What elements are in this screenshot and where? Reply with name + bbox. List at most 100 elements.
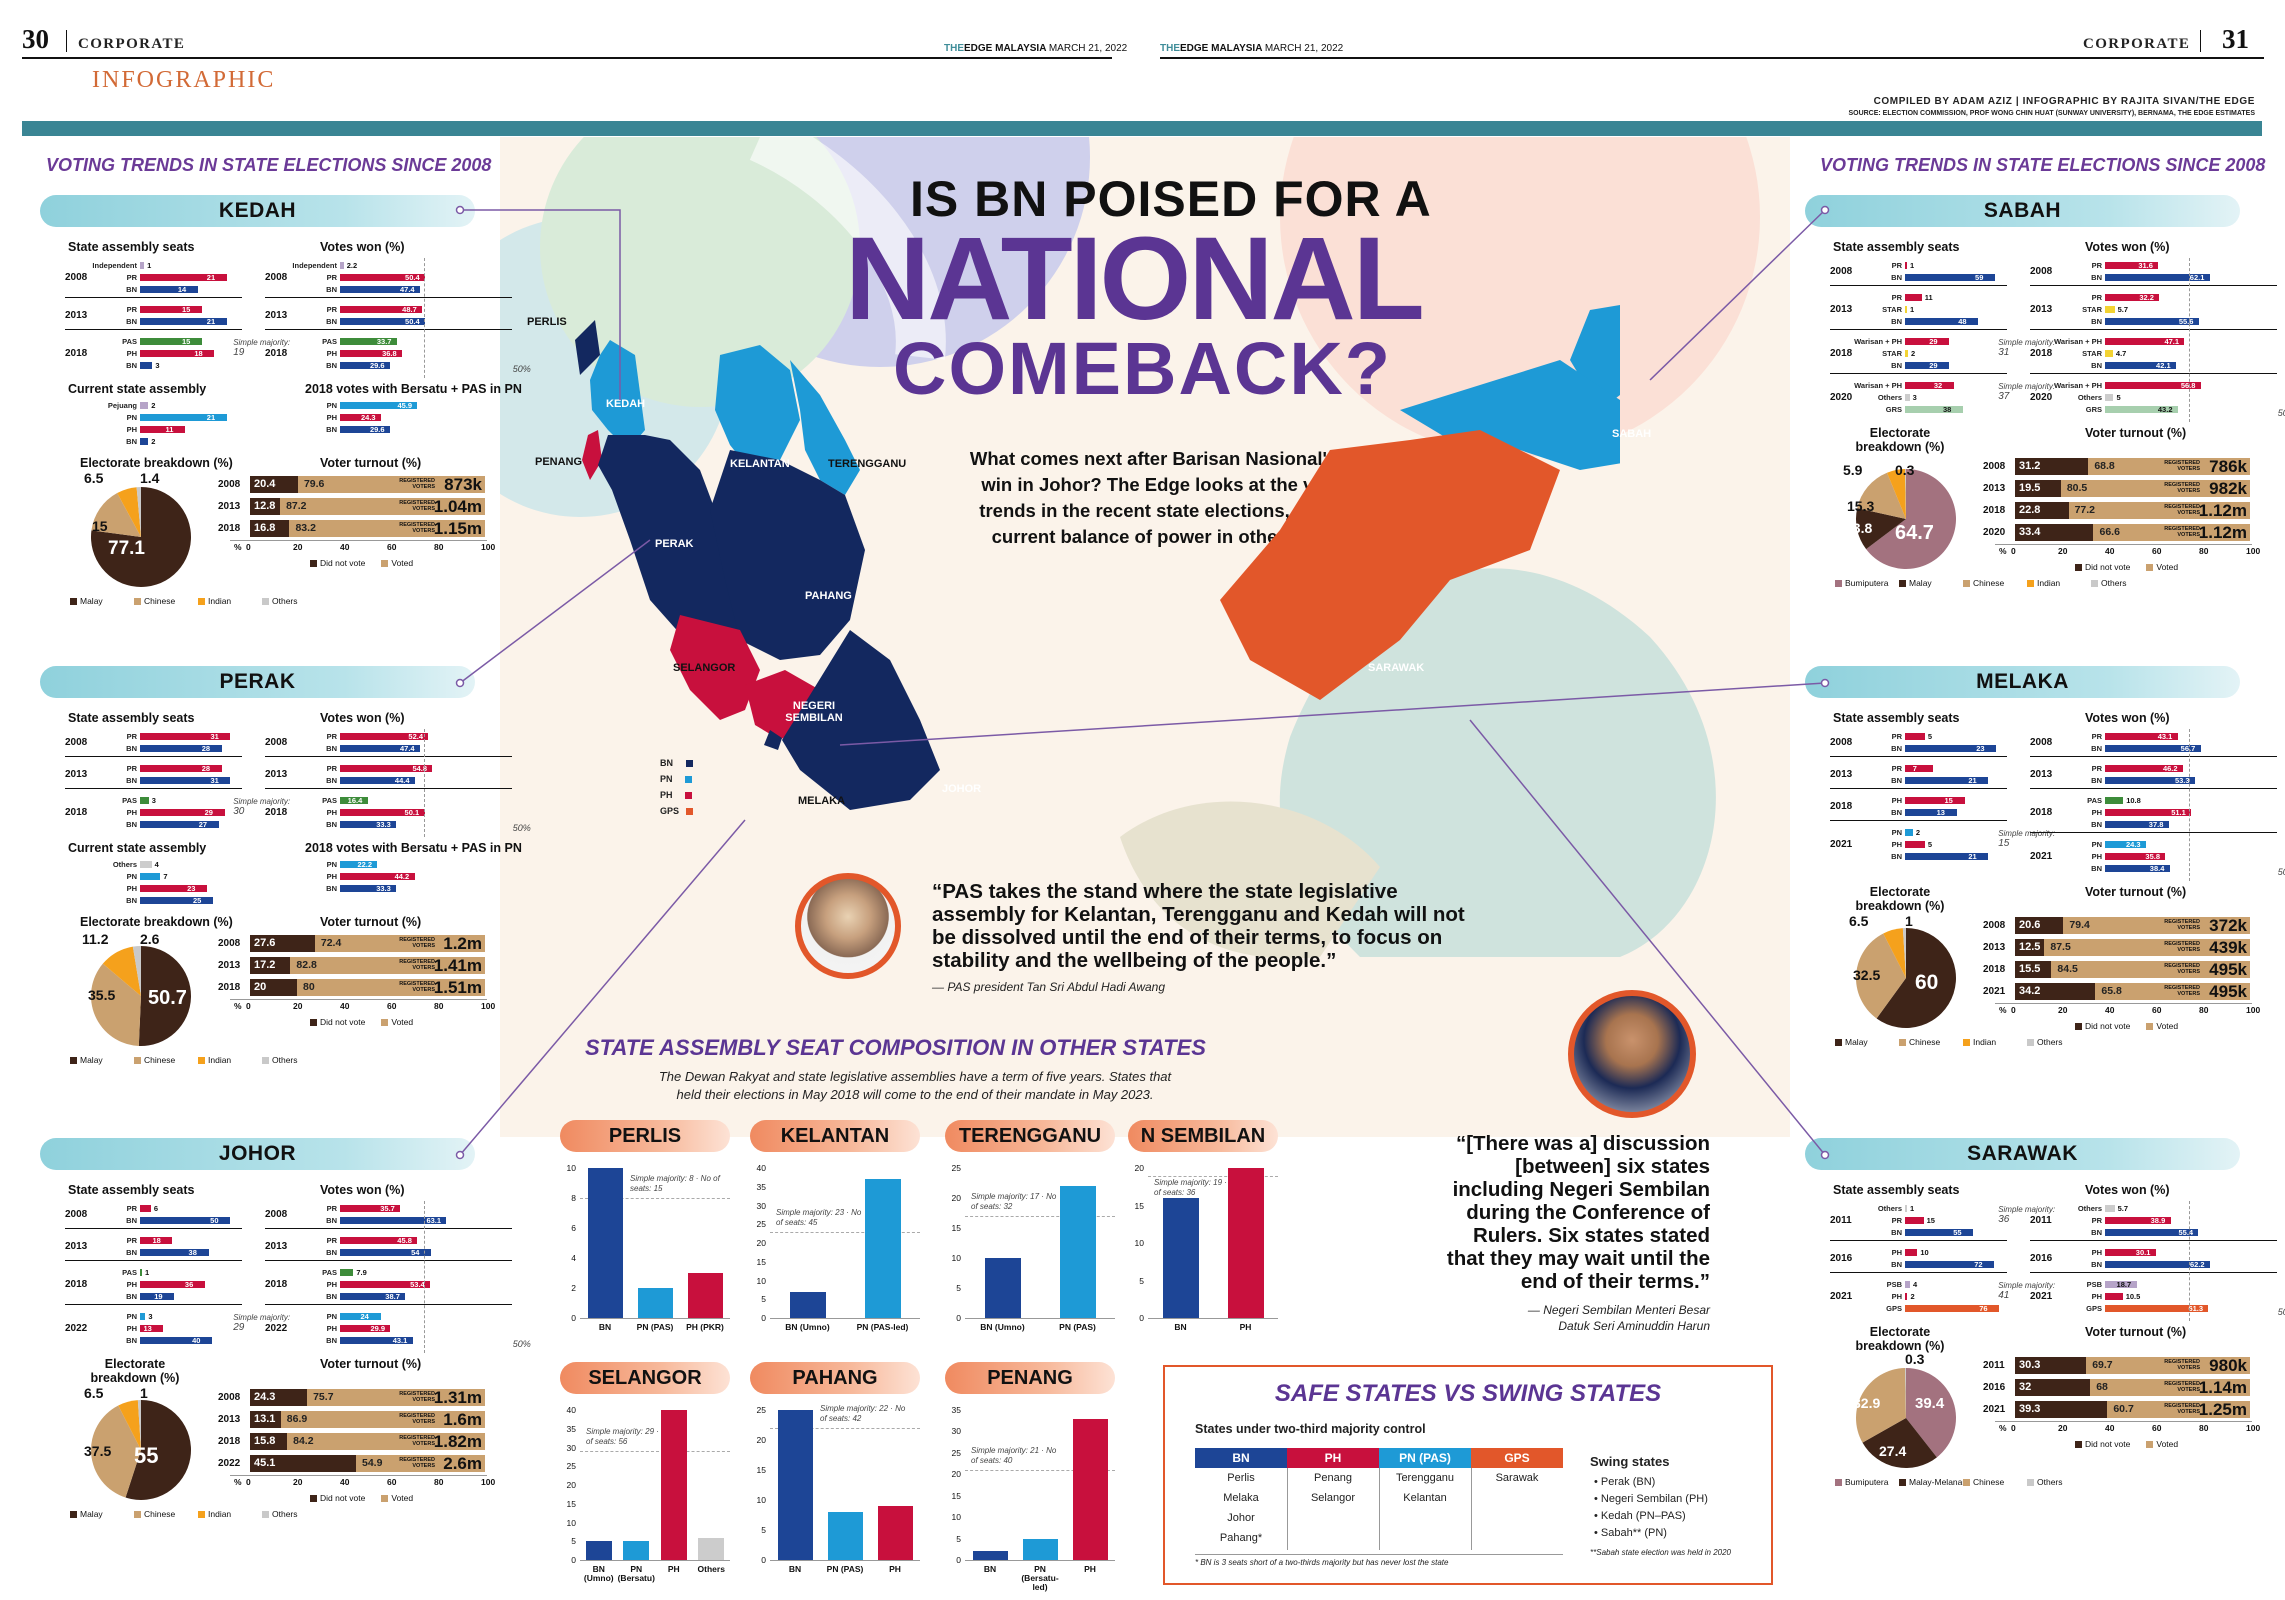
bar-value: 35.8 bbox=[2145, 852, 2161, 861]
axis-tick: 0 bbox=[246, 542, 251, 552]
seat-row: BN 28 bbox=[126, 743, 239, 754]
bar-party-label: BN bbox=[126, 361, 137, 370]
bar-value: 48 bbox=[1958, 317, 1967, 326]
map-label-kedah: KEDAH bbox=[606, 398, 646, 410]
swatch bbox=[310, 1495, 317, 1503]
bar-fill bbox=[340, 1269, 354, 1276]
bar-fill bbox=[1905, 809, 1957, 816]
x-category-label: PN (PAS-led) bbox=[856, 1322, 909, 1332]
group-divider bbox=[265, 1260, 512, 1262]
turnout-year: 2021 bbox=[1983, 986, 2006, 997]
simple-majority-label: Simple majority: bbox=[233, 797, 291, 806]
registered-voters-label: REGISTERED VOTERS bbox=[2164, 963, 2200, 975]
bar-party-label: PAS bbox=[122, 337, 137, 346]
swatch bbox=[198, 1511, 205, 1519]
turnout-year: 2020 bbox=[1983, 527, 2006, 538]
y-tick: 0 bbox=[1139, 1313, 1144, 1323]
legend-item: Voted bbox=[381, 1017, 413, 1027]
voted-value: 68.8 bbox=[2094, 460, 2115, 472]
turnout-year: 2021 bbox=[1983, 1404, 2006, 1415]
pie-slice-indian bbox=[118, 1400, 141, 1450]
composition-title: STATE ASSEMBLY SEAT COMPOSITION IN OTHER… bbox=[585, 1035, 1206, 1060]
bar-value: 33.3 bbox=[376, 820, 391, 829]
bar-value: 28 bbox=[201, 744, 211, 753]
majority-line bbox=[965, 1470, 1115, 1471]
axis-tick: 20 bbox=[2058, 1005, 2068, 1015]
bar-value: 13 bbox=[143, 1324, 152, 1333]
seat-row: PR 11 bbox=[1892, 292, 2004, 303]
year-label: 2008 bbox=[1830, 266, 1853, 277]
bar-value: 33.3 bbox=[376, 884, 391, 893]
turnout-bar: 27.6 72.4 REGISTERED VOTERS 1.2m bbox=[250, 935, 485, 952]
axis-tick: 20 bbox=[293, 542, 303, 552]
safe-state: Penang bbox=[1314, 1472, 1352, 1484]
bar-fill bbox=[340, 861, 378, 868]
year-label: 2018 bbox=[65, 1279, 88, 1290]
bar-value: 4.7 bbox=[2115, 349, 2127, 358]
bar-value: 61.3 bbox=[2188, 1304, 2204, 1313]
legend-item: Malay bbox=[70, 596, 134, 607]
left-section-title: VOTING TRENDS IN STATE ELECTIONS SINCE 2… bbox=[46, 155, 492, 175]
registered-voters-value: 1.6m bbox=[443, 1410, 482, 1429]
did-not-vote-value: 22.8 bbox=[2015, 502, 2069, 519]
current-row: PH 11 bbox=[127, 424, 239, 435]
seat-row: PAS 10.8 bbox=[2087, 795, 2274, 806]
bar-fill bbox=[340, 745, 420, 752]
swatch bbox=[1963, 580, 1970, 588]
seat-row: BN 38 bbox=[126, 1247, 239, 1258]
bar-party-label: BN bbox=[326, 1336, 337, 1345]
bar-value: 33.7 bbox=[376, 337, 392, 346]
chart-baseline bbox=[965, 1560, 1115, 1561]
seat-row: BN 21 bbox=[1891, 775, 2004, 786]
swatch bbox=[2146, 564, 2154, 572]
bar-value: 29 bbox=[1929, 337, 1938, 346]
y-tick: 20 bbox=[951, 1469, 961, 1480]
bar-fill bbox=[340, 306, 423, 313]
bar-party-label: PH bbox=[126, 425, 137, 434]
safe-col-header: GPS bbox=[1471, 1448, 1563, 1468]
composition-bar bbox=[698, 1537, 725, 1560]
legend-did: Did not vote bbox=[2085, 1439, 2131, 1449]
legend-item: Did not vote bbox=[310, 1017, 365, 1027]
bar-party-label: PH bbox=[1891, 796, 1902, 805]
voted-value: 79.6 bbox=[303, 478, 325, 490]
turnout-year: 2016 bbox=[1983, 1382, 2006, 1393]
did-not-vote-value: 19.5 bbox=[2015, 480, 2061, 497]
bar-fill bbox=[140, 765, 222, 772]
chart-baseline bbox=[580, 1318, 730, 1319]
bar-fill bbox=[2105, 765, 2183, 772]
legend-item: Others bbox=[2027, 1037, 2091, 1048]
seat-row: GPS 76 bbox=[1886, 1303, 2004, 1314]
bar-value: 1 bbox=[1910, 261, 1915, 270]
registered-voters-label: REGISTERED VOTERS bbox=[2164, 526, 2200, 538]
swatch bbox=[70, 1511, 77, 1519]
bar-value: 55.6 bbox=[2178, 317, 2194, 326]
bar-value: 31.6 bbox=[2138, 261, 2153, 270]
pie-slice-bumiputera bbox=[1866, 469, 1956, 569]
bar-party-label: PH bbox=[1891, 1248, 1902, 1257]
seat-row: Warisan + PH 32 bbox=[1854, 380, 2004, 391]
legend-item: Indian bbox=[198, 596, 262, 607]
group-divider bbox=[2030, 756, 2277, 758]
majority-note: Simple majority: 21 · No of seats: 40 bbox=[971, 1446, 1057, 1465]
bar-value: 13 bbox=[1936, 808, 1945, 817]
bar-fill bbox=[140, 438, 149, 445]
axis-tick: 20 bbox=[2058, 546, 2068, 556]
turnout-year: 2008 bbox=[1983, 461, 2006, 472]
pie-slice-malay bbox=[1876, 928, 1956, 1028]
pie-slice-others bbox=[1905, 469, 1906, 519]
seat-row: PR 28 bbox=[127, 763, 239, 774]
safe-sub: States under two-third majority control bbox=[1195, 1422, 1426, 1436]
turnout-year: 2013 bbox=[218, 960, 241, 971]
bar-value: 53.4 bbox=[410, 1280, 425, 1289]
bar-party-label: PAS bbox=[322, 337, 337, 346]
composition-bar bbox=[587, 1168, 623, 1318]
swatch bbox=[2091, 580, 2098, 588]
bar-fill bbox=[140, 809, 225, 816]
bar-value: 45.9 bbox=[397, 401, 413, 410]
seat-row: BN 21 bbox=[126, 316, 239, 327]
current-row: PN 21 bbox=[127, 412, 239, 423]
bar-value: 21 bbox=[206, 273, 216, 282]
registered-voters-value: 1.12m bbox=[2198, 501, 2247, 520]
pie-label: 13.8 bbox=[1845, 520, 1873, 536]
